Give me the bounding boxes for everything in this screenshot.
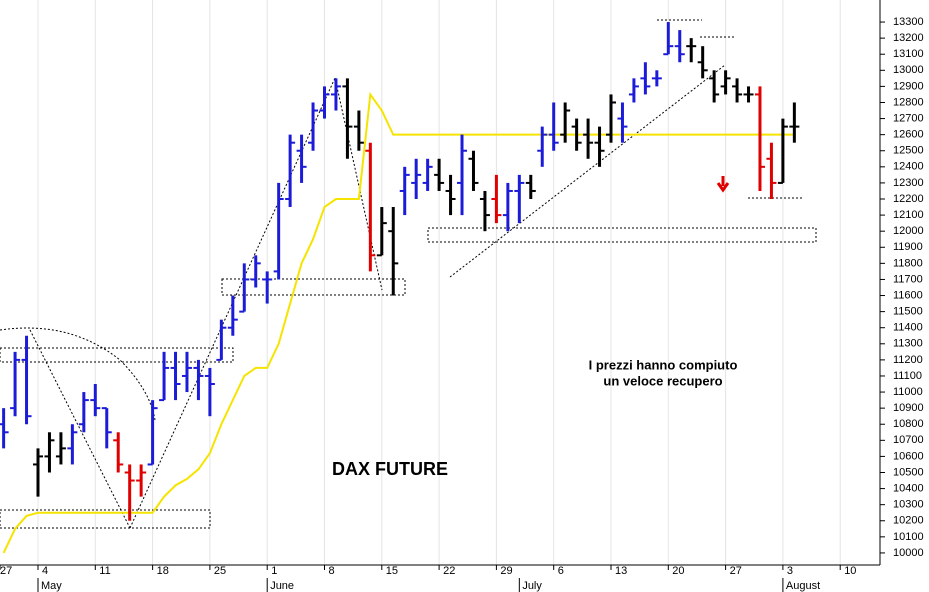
y-tick-label: 11300 (893, 338, 923, 350)
x-tick-label: 13 (615, 565, 627, 577)
y-tick-label: 12400 (893, 161, 924, 173)
y-tick-label: 10600 (893, 450, 924, 462)
x-tick-label: 15 (386, 565, 398, 577)
y-tick-label: 10700 (893, 434, 924, 446)
y-tick-label: 12800 (893, 96, 924, 108)
x-tick-label: 27 (0, 565, 12, 577)
y-tick-label: 10200 (893, 515, 924, 527)
y-tick-label: 11700 (893, 273, 923, 285)
y-tick-label: 11900 (893, 241, 923, 253)
y-tick-label: 10400 (893, 482, 924, 494)
x-tick-label: 6 (558, 565, 564, 577)
y-tick-label: 11600 (893, 289, 923, 301)
y-tick-label: 10800 (893, 418, 924, 430)
y-tick-label: 12500 (893, 145, 924, 157)
x-tick-label: 8 (329, 565, 335, 577)
x-tick-label: 29 (500, 565, 512, 577)
y-tick-label: 10900 (893, 402, 924, 414)
y-tick-label: 13200 (893, 32, 924, 44)
x-tick-label: 11 (99, 565, 110, 577)
y-tick-label: 11100 (893, 370, 922, 382)
y-tick-label: 10300 (893, 499, 924, 511)
trend-line (334, 77, 383, 291)
y-tick-label: 11200 (893, 354, 923, 366)
y-tick-label: 13000 (893, 64, 924, 76)
annotation: un veloce recupero (603, 373, 722, 388)
plot-area (0, 22, 800, 554)
support-box (427, 227, 817, 243)
annotation-shapes (0, 19, 817, 529)
support-box (221, 278, 406, 296)
average-line (2, 91, 795, 554)
month-label: August (786, 580, 820, 592)
y-tick-label: 11800 (893, 257, 923, 269)
y-tick-label: 11000 (893, 386, 923, 398)
down-arrow (716, 176, 730, 193)
month-label: July (522, 580, 542, 592)
y-tick-label: 12900 (893, 80, 924, 92)
resistance-box (0, 347, 234, 363)
y-tick-label: 10000 (893, 547, 924, 559)
y-tick-label: 11500 (893, 306, 923, 318)
y-tick-label: 13300 (893, 16, 924, 28)
y-tick-label: 10500 (893, 466, 924, 478)
x-tick-label: 22 (443, 565, 455, 577)
x-tick-label: 3 (787, 565, 793, 577)
y-tick-label: 12200 (893, 193, 924, 205)
x-tick-label: 20 (672, 565, 684, 577)
y-tick-label: 10100 (893, 531, 924, 543)
x-tick-label: 27 (730, 565, 742, 577)
x-tick-label: 18 (157, 565, 169, 577)
y-tick-label: 12000 (893, 225, 924, 237)
x-tick-label: 1 (271, 565, 277, 577)
y-tick-label: 13100 (893, 48, 924, 60)
month-label: June (270, 580, 294, 592)
y-tick-label: 12300 (893, 177, 924, 189)
x-tick-label: 4 (42, 565, 48, 577)
y-tick-label: 12700 (893, 112, 924, 124)
trend-line (449, 64, 726, 278)
support-box (0, 509, 211, 529)
y-tick-label: 12600 (893, 129, 924, 141)
x-tick-label: 25 (214, 565, 226, 577)
y-tick-label: 11400 (893, 322, 923, 334)
annotation: I prezzi hanno compiuto (589, 357, 738, 372)
trend-line (29, 329, 131, 529)
x-tick-label: 10 (844, 565, 856, 577)
arc-line (0, 327, 156, 421)
y-tick-label: 12100 (893, 209, 924, 221)
grid (37, 0, 841, 565)
chart-title: DAX FUTURE (332, 459, 448, 479)
month-label: May (41, 580, 62, 592)
